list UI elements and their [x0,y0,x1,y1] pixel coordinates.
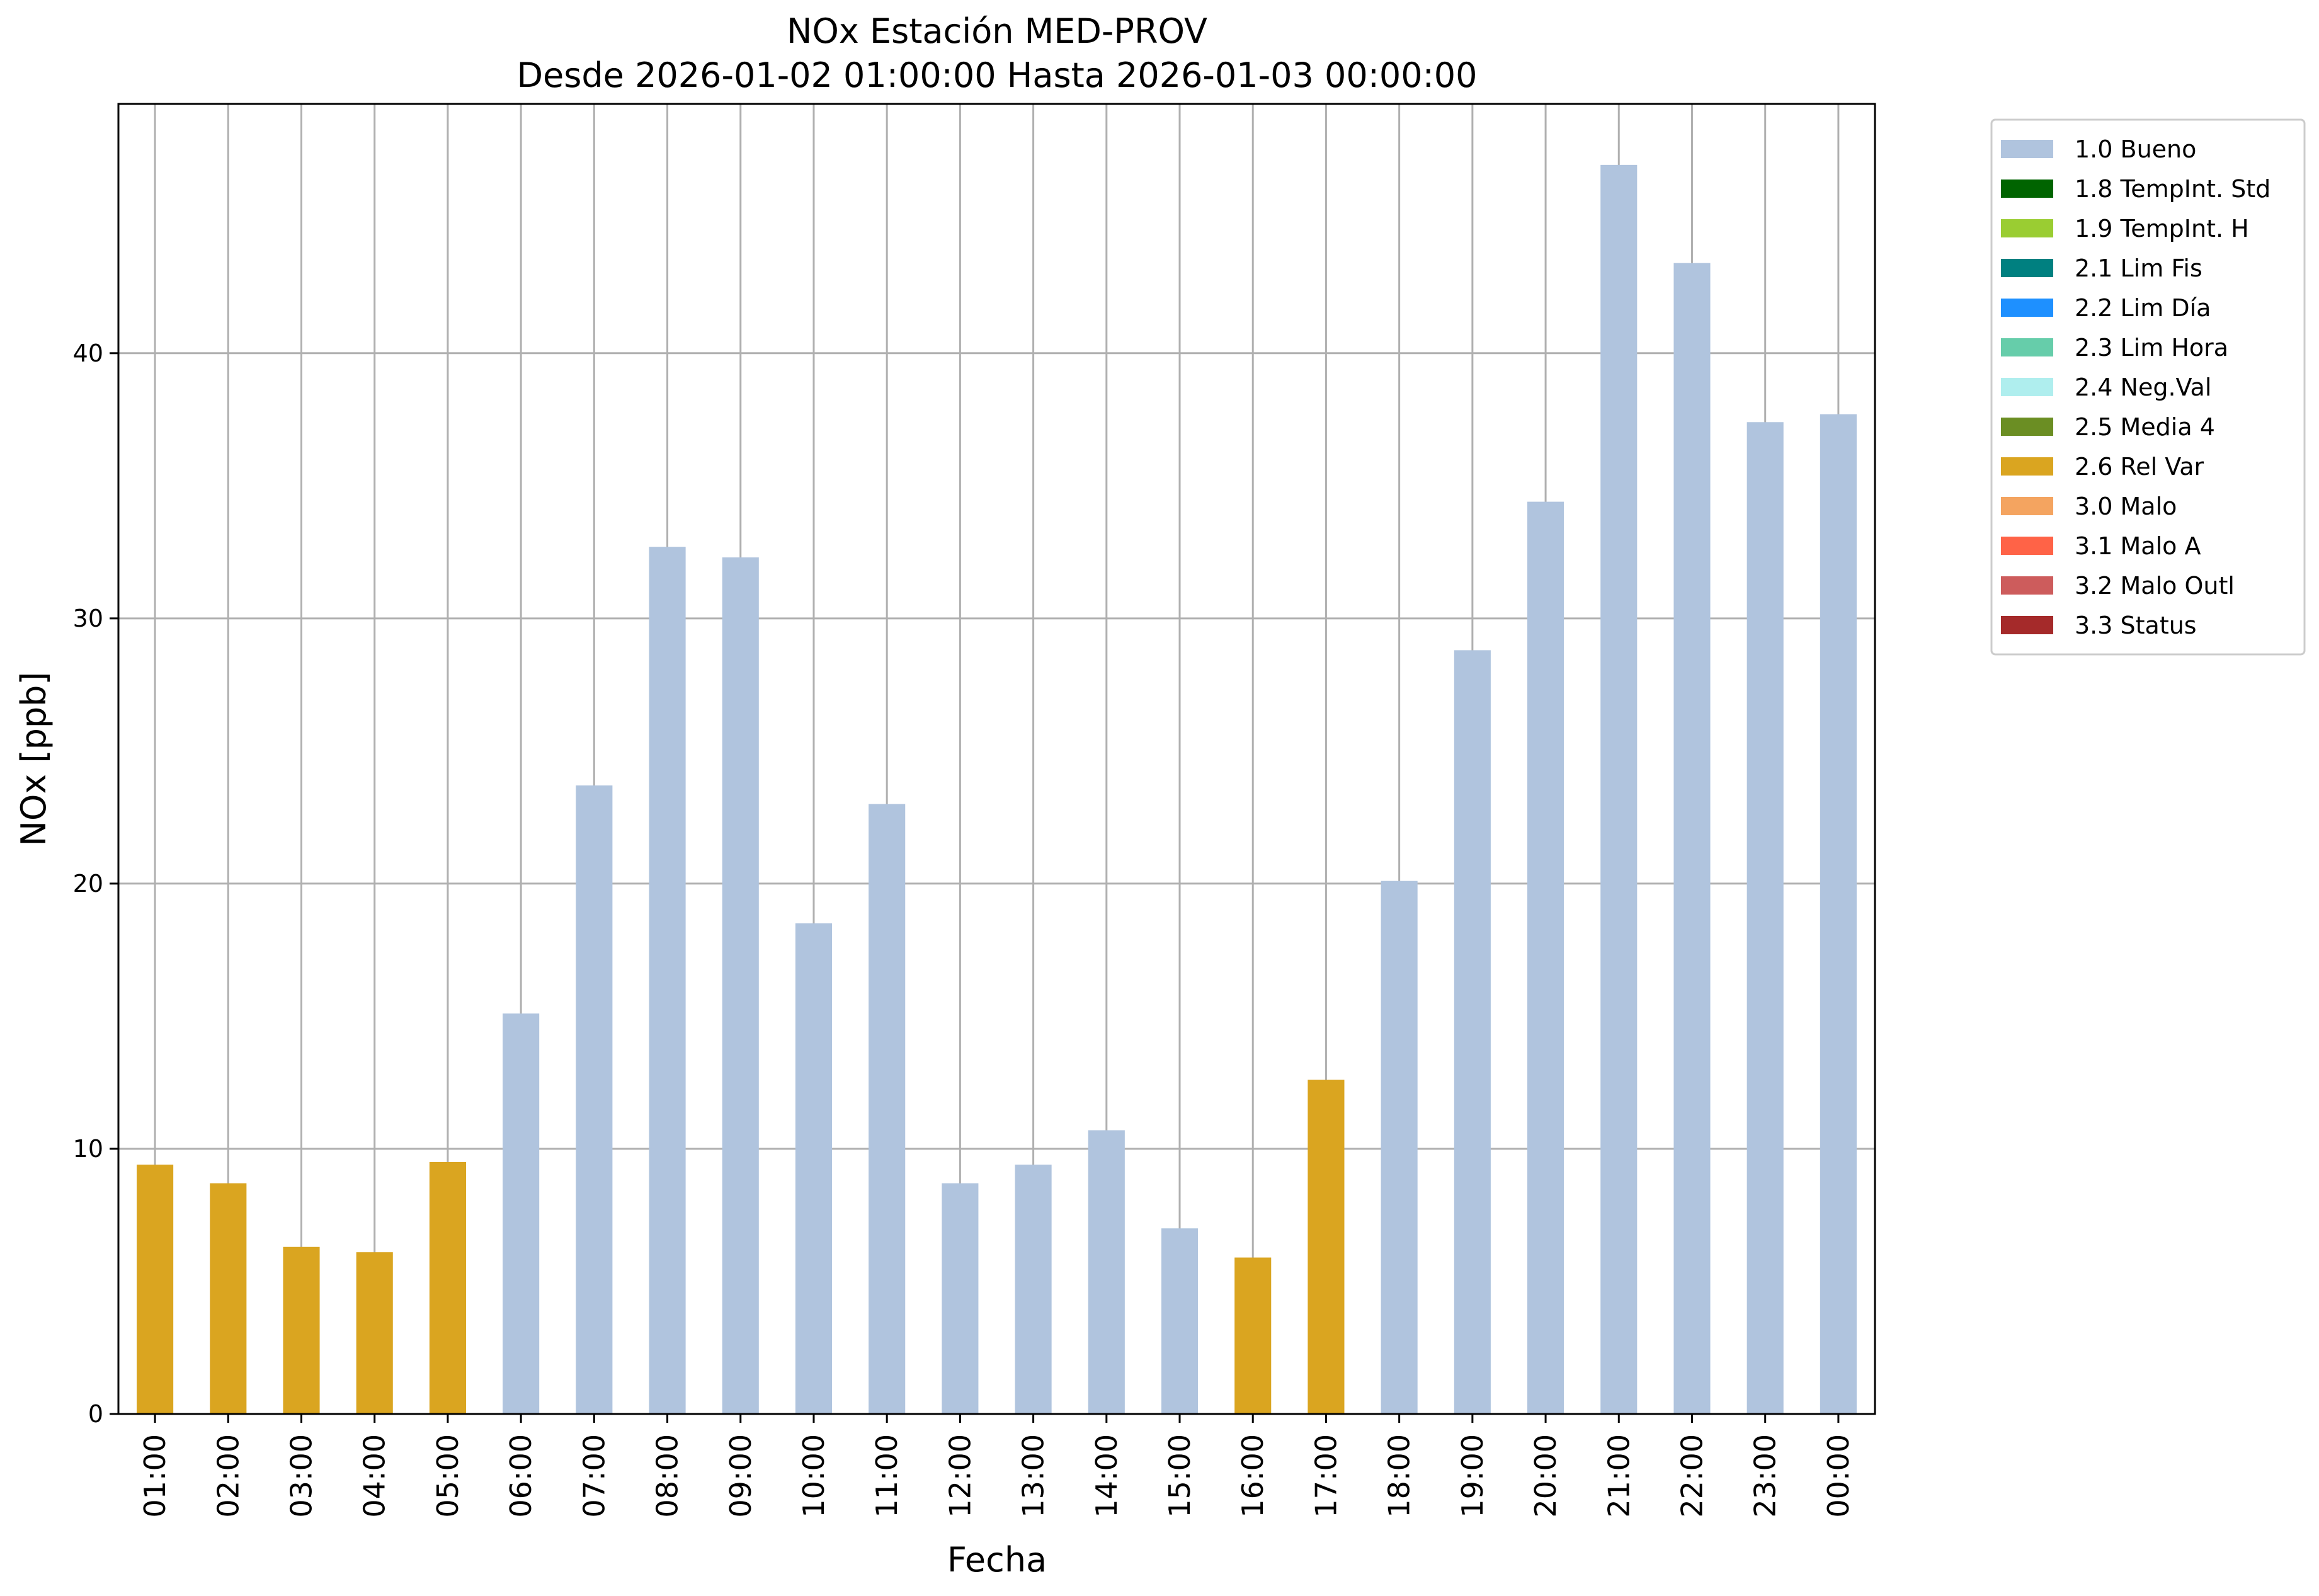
legend-label: 2.4 Neg.Val [2075,373,2211,401]
legend-swatch [2001,537,2053,555]
legend-label: 2.2 Lim Día [2075,294,2211,322]
x-tick-label: 09:00 [724,1434,758,1518]
legend-swatch [2001,180,2053,198]
bars [137,164,1857,1415]
x-tick-label: 04:00 [358,1434,392,1518]
x-tick-label: 22:00 [1675,1434,1709,1518]
legend-label: 3.2 Malo Outl [2075,572,2235,600]
y-axis: 0 10 20 30 40 [73,339,118,1428]
x-tick-label: 11:00 [870,1434,904,1518]
x-tick-label: 07:00 [577,1434,611,1518]
legend-label: 2.3 Lim Hora [2075,334,2228,362]
bar [649,547,686,1414]
x-tick-label: 14:00 [1090,1434,1124,1518]
x-tick-label: 08:00 [651,1434,685,1518]
x-tick-label: 12:00 [943,1434,977,1518]
legend-swatch [2001,418,2053,436]
y-tick-label: 30 [73,605,103,632]
x-tick-label: 05:00 [431,1434,465,1518]
bar [1015,1165,1052,1414]
bar [942,1183,979,1414]
bar [795,923,833,1414]
x-tick-label: 06:00 [504,1434,538,1518]
bar [576,785,613,1414]
y-tick-label: 10 [73,1135,103,1163]
legend-swatch [2001,299,2053,317]
legend-label: 2.1 Lim Fis [2075,254,2202,282]
x-tick-label: 17:00 [1309,1434,1343,1518]
bar [1600,164,1638,1415]
legend-label: 2.5 Media 4 [2075,413,2215,441]
legend-label: 1.8 TempInt. Std [2075,175,2271,203]
x-tick-label: 01:00 [138,1434,172,1518]
legend-label: 1.9 TempInt. H [2075,215,2249,242]
chart-title: NOx Estación MED-PROV [787,11,1207,51]
legend-label: 3.3 Status [2075,612,2197,639]
y-tick-label: 40 [73,339,103,367]
legend-frame [1990,118,2306,656]
x-tick-label: 00:00 [1821,1434,1855,1518]
x-tick-label: 16:00 [1236,1434,1270,1518]
x-tick-label: 10:00 [797,1434,831,1518]
bar [1161,1228,1199,1414]
y-tick-label: 0 [88,1400,103,1428]
legend-label: 1.0 Bueno [2075,135,2196,163]
bar [210,1183,247,1414]
legend-swatch [2001,497,2053,515]
legend-label: 3.0 Malo [2075,493,2177,520]
x-tick-label: 18:00 [1382,1434,1416,1518]
x-axis-label: Fecha [947,1540,1047,1580]
bar [1381,881,1418,1414]
bar [1527,501,1564,1415]
legend-swatch [2001,616,2053,634]
x-tick-label: 13:00 [1017,1434,1051,1518]
legend-swatch [2001,140,2053,158]
bar [869,804,906,1414]
plot-frame [117,103,1876,1415]
x-tick-label: 23:00 [1748,1434,1782,1518]
legend-swatch [2001,219,2053,237]
bar [1234,1257,1272,1414]
y-tick-label: 20 [73,870,103,898]
bar [1088,1130,1125,1414]
x-axis: 01:00 02:00 03:00 04:00 05:00 06:00 07:00 08:00… [138,1414,1855,1518]
bar [1820,414,1857,1414]
x-tick-label: 20:00 [1529,1434,1563,1518]
legend-swatch [2001,576,2053,595]
legend-label: 2.6 Rel Var [2075,453,2204,481]
x-tick-label: 03:00 [285,1434,319,1518]
bar [429,1162,466,1414]
legend-swatch [2001,338,2053,356]
bar [283,1246,320,1414]
legend-swatch [2001,259,2053,277]
x-tick-label: 02:00 [211,1434,245,1518]
legend-swatch [2001,378,2053,396]
bar [722,557,759,1414]
bar [1746,422,1784,1414]
x-tick-label: 19:00 [1456,1434,1490,1518]
legend: 1.0 Bueno 1.8 TempInt. Std 1.9 TempInt. H 2… [1990,118,2306,656]
y-axis-label: NOx [ppb] [14,672,54,846]
bar [137,1165,174,1414]
legend-swatch [2001,457,2053,476]
bar [356,1252,393,1414]
bar [503,1013,540,1414]
x-tick-label: 21:00 [1602,1434,1636,1518]
legend-label: 3.1 Malo A [2075,532,2201,560]
x-tick-label: 15:00 [1163,1434,1197,1518]
chart-subtitle: Desde 2026-01-02 01:00:00 Hasta 2026-01-… [516,55,1477,95]
bar [1454,650,1491,1414]
bar [1673,263,1711,1414]
bar [1308,1080,1345,1414]
